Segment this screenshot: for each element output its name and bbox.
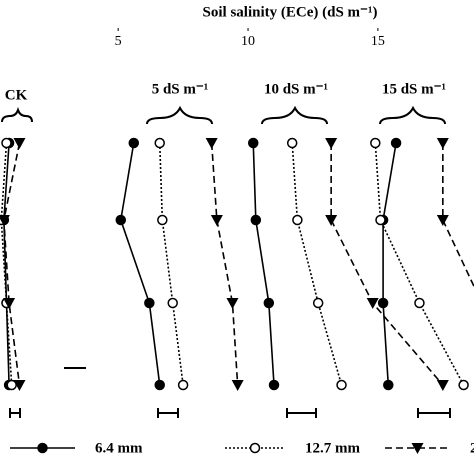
- marker: [205, 138, 218, 149]
- series-line: [119, 142, 161, 386]
- marker: [13, 380, 26, 391]
- marker: [0, 215, 10, 226]
- marker: [1, 137, 12, 149]
- brace: [146, 105, 213, 125]
- marker: [383, 379, 394, 391]
- marker: [366, 298, 379, 309]
- series-line: [210, 142, 239, 386]
- series-line: [330, 143, 444, 386]
- marker: [375, 214, 386, 226]
- marker: [377, 297, 389, 309]
- group-label: 5 dS m⁻¹: [152, 81, 209, 97]
- brace: [261, 105, 328, 125]
- x-axis-title: Soil salinity (ECe) (dS m⁻¹): [203, 4, 378, 20]
- marker: [226, 298, 239, 309]
- series-line: [442, 143, 474, 289]
- legend-label: 6.4 mm: [95, 440, 143, 456]
- marker: [325, 215, 338, 226]
- marker: [292, 214, 303, 226]
- series-line: [158, 142, 184, 386]
- marker: [115, 214, 127, 226]
- marker: [250, 214, 262, 226]
- x-tick-label: 15: [371, 34, 385, 49]
- series-line: [3, 142, 10, 386]
- lsd-bars: [9, 367, 451, 418]
- marker: [458, 379, 469, 391]
- marker: [268, 379, 280, 391]
- marker: [210, 215, 223, 226]
- x-tick-label: 5: [115, 34, 122, 49]
- marker: [247, 137, 259, 149]
- marker: [231, 380, 244, 391]
- marker: [325, 138, 338, 149]
- marker: [414, 297, 425, 309]
- legend-marker: [249, 442, 261, 454]
- series-line: [291, 142, 343, 386]
- x-tick-label: 10: [241, 34, 255, 49]
- marker: [263, 297, 275, 309]
- marker: [154, 137, 165, 149]
- marker: [154, 379, 165, 391]
- marker: [167, 297, 178, 309]
- legend-marker: [411, 443, 424, 454]
- legend-marker: [37, 442, 48, 454]
- legend-label: 12.7 mm: [305, 440, 360, 456]
- brace: [1, 106, 33, 123]
- marker: [6, 379, 17, 391]
- series-line: [252, 142, 275, 386]
- marker: [157, 214, 168, 226]
- legend-label: 25.4 mm: [470, 440, 474, 456]
- brace: [379, 105, 446, 125]
- marker: [336, 379, 347, 391]
- marker: [436, 138, 449, 149]
- plot-area: [0, 137, 474, 391]
- marker: [286, 137, 298, 149]
- series-line: [374, 142, 465, 386]
- series-line: [0, 142, 13, 386]
- marker: [13, 138, 26, 149]
- series-line: [3, 142, 21, 386]
- marker: [128, 137, 140, 149]
- marker: [436, 215, 449, 226]
- marker: [370, 137, 381, 149]
- marker: [3, 298, 16, 309]
- marker: [390, 137, 402, 149]
- group-label: CK: [5, 87, 28, 103]
- braces: [1, 105, 446, 125]
- series-line: [382, 142, 397, 386]
- marker: [177, 379, 189, 391]
- group-label: 10 dS m⁻¹: [264, 81, 328, 97]
- marker: [312, 297, 324, 309]
- marker: [436, 380, 449, 391]
- group-label: 15 dS m⁻¹: [382, 81, 446, 97]
- marker: [144, 297, 155, 309]
